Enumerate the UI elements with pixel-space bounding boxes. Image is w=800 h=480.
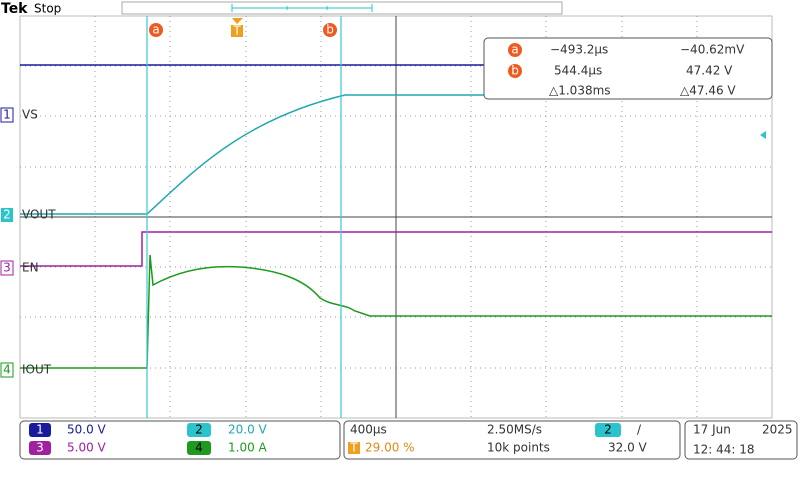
ch-badge [187, 441, 211, 455]
trigger-source: 2 [604, 423, 612, 437]
ch-scale: 50.0 V [67, 423, 107, 437]
ch-number: 4 [195, 441, 203, 455]
ch-badge [187, 423, 211, 437]
ch-badge [0, 362, 14, 378]
ch-number: 3 [3, 261, 11, 275]
trigger-icon-badge [348, 442, 360, 454]
readout-badge [508, 64, 522, 78]
ch-label: IOUT [22, 363, 52, 377]
trigger-icon: T [349, 441, 358, 455]
cursor-b-label: b [326, 23, 334, 37]
ch-number: 3 [36, 441, 44, 455]
year: 2025 [762, 423, 793, 437]
readout-value: −40.62mV [680, 43, 745, 57]
record-length: 10k points [487, 441, 550, 455]
readout-value: △47.46 V [680, 84, 736, 98]
ch-badge [1, 208, 13, 222]
trigger-label: T [232, 24, 241, 38]
trigger-level-marker [760, 131, 766, 139]
ch-scale: 1.00 A [228, 441, 268, 455]
cursor-readout [483, 37, 773, 100]
trigger-position: 29.00 % [365, 441, 415, 455]
trigger-arrow [232, 18, 243, 24]
cursor-a-badge [149, 23, 163, 37]
readout-badge [508, 43, 522, 57]
sample-rate: 2.50MS/s [487, 423, 542, 437]
ch-badge [29, 441, 51, 455]
cursor-lines [146, 16, 342, 418]
ch-label: VOUT [22, 208, 56, 222]
readout-time: −493.2µs [550, 43, 608, 57]
ch-label: VS [22, 108, 38, 122]
trigger-level: 32.0 V [608, 441, 648, 455]
readout-time: 544.4µs [554, 64, 602, 78]
record-overview [121, 1, 563, 15]
ch-number: 4 [3, 363, 11, 377]
ch2-trace [20, 94, 772, 215]
readout-time: △1.038ms [549, 84, 611, 98]
trigger-badge [231, 25, 243, 37]
ch-scale: 20.0 V [228, 423, 268, 437]
trigger-slope: / [637, 423, 642, 437]
ch-badge [0, 260, 14, 276]
ch3-trace [20, 231, 772, 267]
readout-id: b [511, 64, 519, 78]
clock-panel [684, 420, 798, 460]
ch-number: 2 [3, 208, 11, 222]
ch-badge [29, 423, 51, 437]
timebase: 400µs [350, 423, 387, 437]
readout-value: 47.42 V [686, 64, 733, 78]
run-status: Stop [34, 2, 61, 16]
cursor-a-label: a [152, 23, 159, 37]
ch-number: 2 [195, 423, 203, 437]
time: 12: 44: 18 [693, 443, 755, 457]
date: 17 Jun [693, 423, 731, 437]
ch-scale: 5.00 V [67, 441, 107, 455]
cursor-b-badge [323, 23, 337, 37]
ch-number: 1 [3, 108, 11, 122]
trigger-source-badge [595, 423, 621, 437]
brand: Tek [1, 1, 28, 17]
ch-label: EN [22, 261, 39, 275]
vertical-panel [19, 420, 341, 460]
ch-number: 1 [36, 423, 44, 437]
readout-id: a [511, 43, 518, 57]
ch-badge [0, 107, 14, 123]
